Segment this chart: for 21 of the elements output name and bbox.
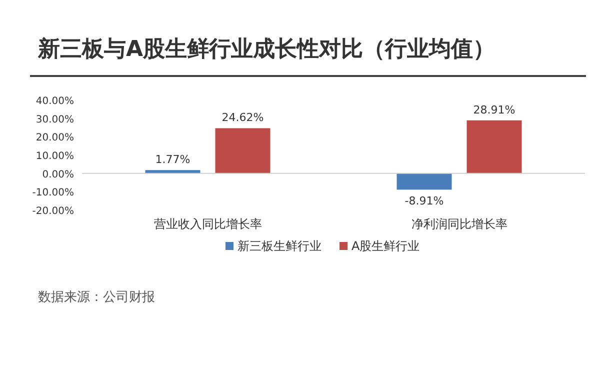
chart-title: 新三板与A股生鲜行业成长性对比（行业均值） [37, 36, 496, 62]
bar [145, 170, 200, 174]
legend-label: 新三板生鲜行业 [238, 239, 322, 253]
y-tick-label: 10.00% [36, 151, 74, 162]
x-tick-label: 净利润同比增长率 [411, 217, 508, 231]
data-label: 24.62% [222, 111, 264, 124]
data-label: 28.91% [473, 103, 516, 116]
x-tick-label: 营业收入同比增长率 [154, 217, 262, 231]
bar [396, 173, 452, 190]
y-tick-label: 20.00% [36, 132, 74, 144]
legend-label: A股生鲜行业 [352, 239, 420, 253]
source-note: 数据来源：公司财报 [38, 290, 155, 305]
y-tick-label: -20.00% [32, 206, 74, 217]
y-tick-label: 30.00% [36, 114, 74, 126]
y-tick-label: 0.00% [42, 169, 74, 180]
bar [466, 120, 522, 174]
y-tick-label: -10.00% [32, 188, 74, 199]
y-tick-label: 40.00% [36, 96, 74, 107]
bar [215, 128, 270, 174]
data-label: -8.91% [404, 194, 444, 208]
data-label: 1.77% [155, 153, 190, 166]
